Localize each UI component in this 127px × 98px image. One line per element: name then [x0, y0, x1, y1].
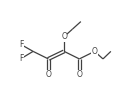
Text: O: O: [45, 70, 51, 79]
Text: F: F: [20, 54, 24, 63]
Text: O: O: [76, 70, 82, 79]
Text: O: O: [61, 32, 67, 41]
Text: O: O: [92, 47, 98, 56]
Text: F: F: [20, 40, 24, 49]
